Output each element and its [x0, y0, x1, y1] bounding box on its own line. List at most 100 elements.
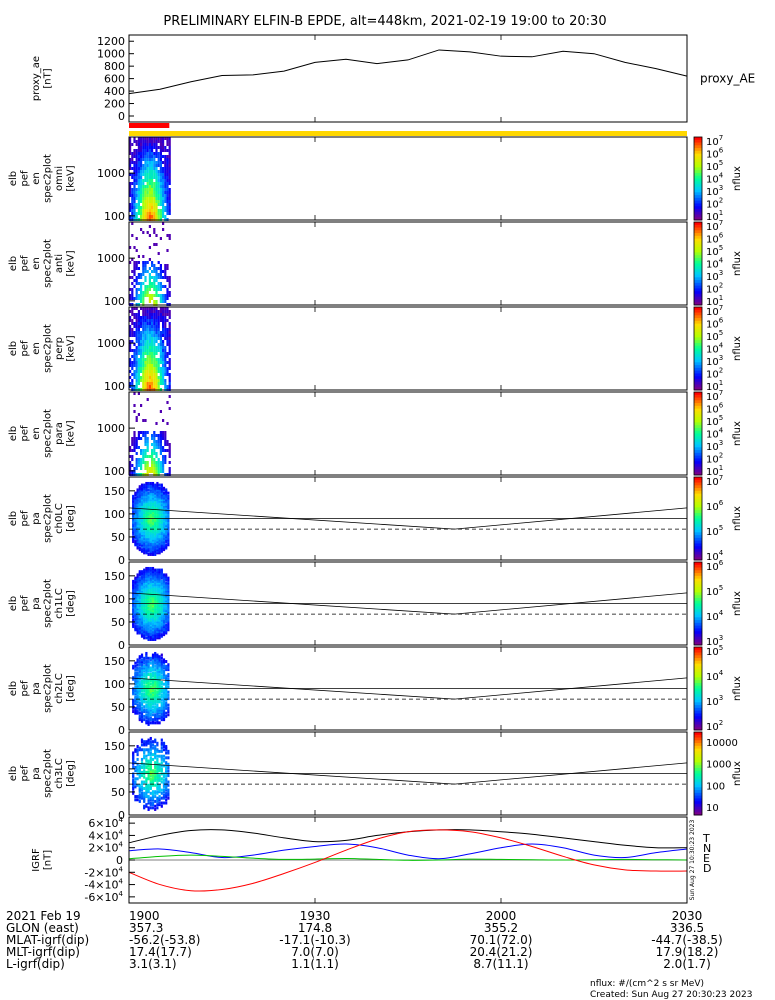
pitch-angle-cell [136, 692, 139, 696]
pitch-angle-cell [147, 517, 150, 521]
colorbar-segment [694, 488, 702, 492]
pitch-angle-cell [167, 612, 170, 616]
spectrogram-cell [159, 276, 162, 279]
spectrogram-cell [148, 467, 151, 470]
pitch-angle-cell [136, 589, 139, 593]
pitch-angle-cell [160, 496, 163, 500]
pitch-angle-cell [158, 536, 161, 540]
pitch-angle-cell [160, 716, 163, 720]
pitch-angle-cell [162, 543, 166, 547]
spectrogram-cell [142, 294, 145, 297]
pitch-angle-cell [134, 576, 137, 580]
colorbar-segment [694, 331, 702, 336]
pitch-angle-cell [154, 488, 157, 492]
pitch-angle-cell [140, 687, 144, 691]
spectrogram-cell [131, 331, 134, 334]
pitch-angle-cell [136, 628, 139, 632]
pitch-angle-cell [145, 778, 148, 782]
pitch-angle-cell [154, 777, 157, 781]
colorbar-segment [694, 367, 702, 372]
pitch-angle-cell [134, 785, 137, 789]
spectrogram-cell [159, 300, 162, 303]
pitch-angle-cell [156, 612, 159, 616]
pitch-angle-cell [136, 573, 139, 577]
spectrogram-cell [159, 285, 162, 288]
colorbar-tick-label: 105 [706, 584, 723, 598]
spectrogram-cell [133, 434, 136, 437]
pitch-angle-cell [134, 769, 137, 773]
pitch-angle-cell [149, 703, 152, 707]
pitch-angle-cell [151, 661, 155, 665]
pitch-angle-cell [154, 511, 157, 515]
spectrogram-cell [155, 358, 158, 361]
pitch-angle-cell [138, 668, 141, 672]
spectrogram-cell [151, 319, 154, 322]
spectrogram-cell [151, 379, 154, 382]
pitch-angle-cell [145, 616, 148, 620]
pitch-angle-cell [143, 615, 146, 619]
spectrogram-cell [168, 452, 171, 455]
pitch-angle-cell [132, 757, 135, 761]
spectrogram-cell [155, 464, 158, 467]
spectrogram-cell [168, 200, 171, 203]
pitch-angle-cell [138, 783, 141, 787]
pitch-angle-cell [158, 540, 161, 544]
pitch-angle-cell [143, 543, 146, 547]
pitch-angle-cell [140, 573, 144, 577]
pitch-angle-cell [143, 575, 146, 579]
spectrogram-cell [135, 346, 138, 349]
spectrogram-cell [135, 297, 138, 300]
spectrogram-cell [133, 264, 136, 267]
pitch-angle-cell [138, 676, 141, 680]
spectrogram-cell [135, 173, 138, 176]
pitch-angle-cell [154, 612, 157, 616]
spectrogram-cell [168, 343, 171, 346]
pitch-angle-cell [156, 754, 159, 758]
colorbar-segment [694, 195, 702, 199]
pitch-angle-cell [143, 520, 146, 524]
pitch-angle-cell [138, 796, 141, 800]
pitch-angle-cell [149, 517, 152, 521]
pitch-angle-cell [154, 533, 157, 537]
spectrogram-cell [151, 355, 154, 358]
colorbar-segment [694, 499, 702, 503]
pitch-angle-cell [156, 783, 159, 787]
colorbar-segment [694, 381, 702, 385]
pitch-angle-cell [151, 520, 155, 524]
spectrogram-cell [153, 322, 156, 325]
pitch-angle-cell [136, 527, 139, 531]
pitch-angle-cell [160, 514, 163, 518]
pitch-angle-cell [136, 494, 139, 498]
spectrogram-cell [142, 461, 145, 464]
spectrogram-cell [137, 297, 140, 300]
pitch-angle-cell [154, 690, 157, 694]
spectrogram-cell [135, 279, 138, 282]
pitch-angle-cell [136, 490, 139, 494]
pitch-angle-cell [162, 512, 166, 516]
spectrogram-cell [137, 173, 140, 176]
pitch-angle-cell [167, 583, 170, 587]
pitch-angle-cell [140, 525, 144, 529]
pitch-angle-cell [165, 608, 168, 612]
pitch-angle-cell [160, 575, 163, 579]
spectrogram-cell [159, 161, 162, 164]
colorbar-segment [694, 257, 702, 262]
pitch-angle-cell [154, 496, 157, 500]
spectrogram-cell [140, 276, 143, 279]
pitch-angle-cell [167, 499, 170, 503]
pitch-angle-cell [151, 613, 155, 617]
pitch-angle-cell [138, 511, 141, 515]
pitch-angle-cell [145, 714, 148, 718]
spectrogram-cell [153, 440, 156, 443]
colorbar-segment [694, 345, 702, 349]
spectrogram-cell [168, 367, 171, 370]
pitch-angle-cell [160, 541, 163, 545]
pitch-angle-cell [136, 631, 139, 635]
pitch-angle-cell [136, 535, 139, 539]
pitch-angle-cell [136, 767, 139, 771]
spectrogram-cell [164, 197, 167, 200]
spectrogram-cell [157, 322, 160, 325]
pitch-angle-cell [134, 605, 137, 609]
spectrogram-cell [133, 188, 136, 191]
spectrogram-cell [157, 170, 160, 173]
